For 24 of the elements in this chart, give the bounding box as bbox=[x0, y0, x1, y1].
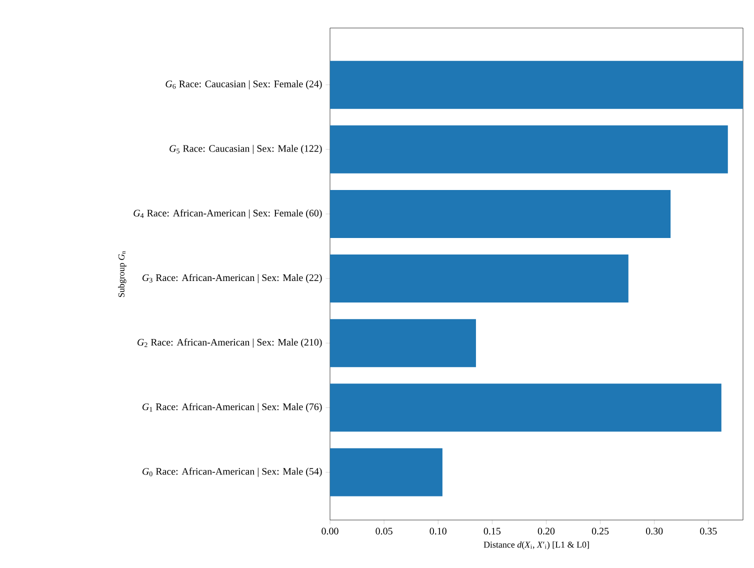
bar bbox=[330, 190, 671, 238]
y-tick-label: G$_{5}$ Race: Caucasian | Sex: Male (122) bbox=[170, 144, 322, 154]
x-tick-label: 0.15 bbox=[484, 528, 501, 535]
x-tick-label: 0.00 bbox=[322, 528, 338, 535]
bar bbox=[330, 319, 476, 368]
y-tick-label: G$_{4}$ Race: African-American | Sex: Female (60) bbox=[134, 209, 322, 219]
bar bbox=[330, 384, 722, 432]
bar bbox=[330, 448, 442, 496]
bar bbox=[330, 254, 628, 303]
x-tick-label: 0.35 bbox=[700, 528, 717, 535]
y-tick-label: G$_{3}$ Race: African-American | Sex: Male (22) bbox=[142, 274, 322, 284]
x-tick-label: 0.20 bbox=[538, 528, 555, 535]
y-tick-label: G$_{1}$ Race: African-American | Sex: Male (76) bbox=[142, 403, 322, 412]
bar bbox=[330, 60, 744, 109]
x-tick-label: 0.30 bbox=[646, 528, 663, 535]
y-tick-label: G$_{6}$ Race: Caucasian | Sex: Female (24) bbox=[166, 80, 322, 90]
x-tick-label: 0.05 bbox=[376, 528, 392, 535]
text: Distance d(X$_{i}$, X′$_{i}$) [L1 & L0] bbox=[484, 541, 589, 550]
y-axis-title: Subgroup G$_{n}$ bbox=[118, 251, 126, 297]
x-tick-label: 0.10 bbox=[430, 528, 446, 535]
y-tick-label: G$_{2}$ Race: African-American | Sex: Male (210) bbox=[138, 338, 322, 348]
x-tick-label: 0.25 bbox=[592, 528, 609, 535]
bar bbox=[330, 125, 728, 174]
y-tick-label: G$_{0}$ Race: African-American | Sex: Male (54) bbox=[142, 468, 322, 477]
